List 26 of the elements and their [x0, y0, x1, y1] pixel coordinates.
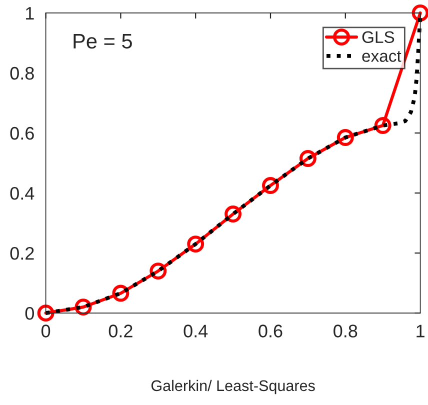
point	[37, 304, 54, 322]
y-tick-label: 0.2	[10, 246, 34, 260]
y-tick-label: 1	[26, 7, 34, 20]
point	[374, 117, 392, 134]
y-tick-label: 0.4	[10, 186, 34, 200]
point	[224, 206, 242, 223]
point	[262, 177, 279, 194]
legend-label: GLS	[362, 31, 394, 44]
x-tick-label: 0.2	[108, 324, 132, 338]
point	[412, 4, 428, 22]
x-tick-label: 0	[41, 324, 50, 338]
point	[336, 129, 354, 146]
point	[150, 262, 167, 280]
y-tick-label: 0	[25, 307, 34, 320]
point	[112, 284, 130, 302]
x-axis-title: Galerkin/ Least-Squares	[151, 380, 315, 394]
point	[187, 236, 204, 253]
x-tick-label: 0.8	[334, 324, 358, 338]
legend-label: exact	[362, 50, 402, 62]
annotation: Pe = 5	[74, 34, 132, 49]
point	[299, 150, 316, 167]
y-tick-label: 0.8	[10, 66, 34, 80]
x-tick-label: 1	[416, 324, 424, 338]
x-tick-label: 0.6	[258, 324, 282, 338]
y-tick-label: 0.6	[10, 126, 34, 140]
x-tick-label: 0.4	[184, 324, 208, 338]
